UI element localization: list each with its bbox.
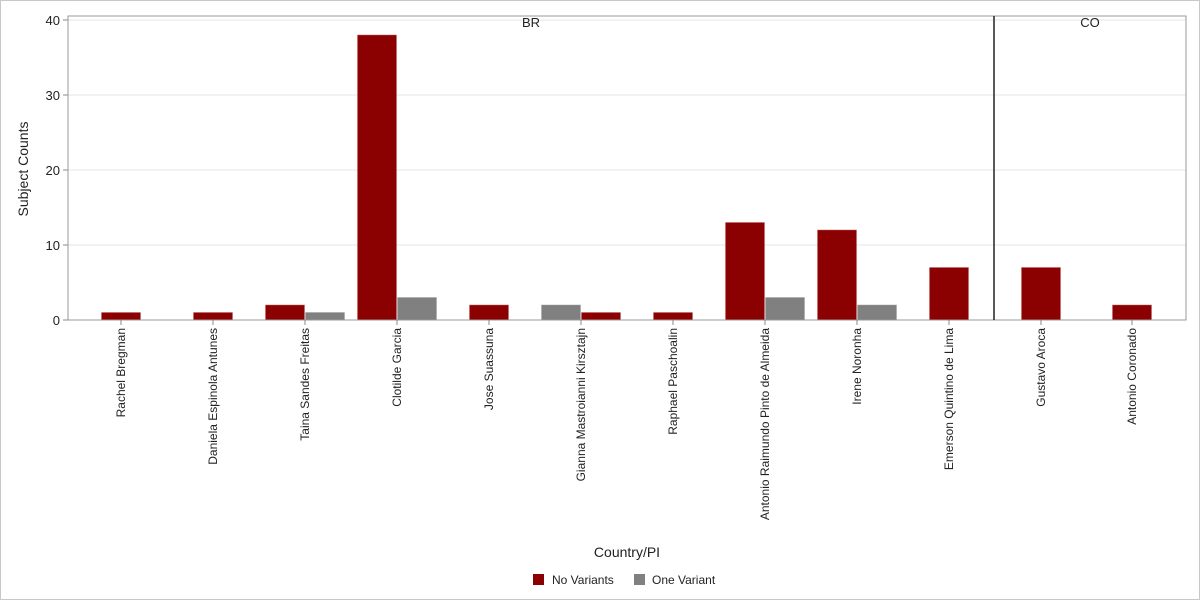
y-axis-label: Subject Counts: [15, 122, 31, 217]
x-axis-label: Country/PI: [594, 544, 660, 560]
x-tick-label: Raphael Paschoalin: [666, 328, 680, 435]
panel-label-co: CO: [1080, 15, 1100, 30]
x-tick-label: Daniela Espinola Antunes: [206, 328, 220, 465]
y-tick-label: 20: [46, 163, 60, 178]
legend-swatch-one-variant: [634, 574, 645, 585]
bar-no-variants: Gustavo Aroca – No Variants: 7: [1021, 267, 1061, 321]
plot-frame: [67, 15, 1187, 321]
y-tick-label: 40: [46, 13, 60, 28]
x-tick-label: Antonio Coronado: [1125, 328, 1139, 425]
x-tick-label: Antonio Raimundo Pinto de Almeida: [758, 328, 772, 520]
bar-no-variants: Emerson Quintino de Lima – No Variants: …: [929, 267, 969, 321]
bar-no-variants: Rachel Bregman – No Variants: 1: [101, 312, 141, 321]
bar-no-variants: Antonio Coronado – No Variants: 2: [1112, 304, 1152, 321]
bar-no-variants: Clotilde Garcia – No Variants: 38: [357, 34, 397, 321]
y-tick-label: 10: [46, 238, 60, 253]
bar-no-variants: Daniela Espinola Antunes – No Variants: …: [193, 312, 233, 321]
panel-label-br: BR: [522, 15, 540, 30]
y-tick-label: 0: [53, 313, 60, 328]
bar-no-variants: Antonio Raimundo Pinto de Almeida – No V…: [725, 222, 765, 321]
x-tick-label: Rachel Bregman: [114, 328, 128, 417]
x-tick-label: Clotilde Garcia: [390, 328, 404, 407]
legend-swatch-no-variants: [533, 574, 544, 585]
bar-no-variants: Gianna Mastroianni Kirsztajn – No Varian…: [581, 312, 621, 321]
bar-no-variants: Jose Suassuna – No Variants: 2: [469, 304, 509, 321]
legend-label-one-variant: One Variant: [652, 573, 716, 587]
bar-one-variant: Taina Sandes Freitas – One Variant: 1: [305, 312, 345, 321]
y-tick-label: 30: [46, 88, 60, 103]
bar-one-variant: Antonio Raimundo Pinto de Almeida – One …: [765, 297, 805, 321]
x-tick-label: Irene Noronha: [850, 328, 864, 405]
bar-one-variant: Irene Noronha – One Variant: 2: [857, 304, 897, 321]
x-tick-label: Emerson Quintino de Lima: [942, 328, 956, 470]
bar-no-variants: Irene Noronha – No Variants: 12: [817, 229, 857, 321]
x-tick-label: Taina Sandes Freitas: [298, 328, 312, 441]
x-tick-label: Gianna Mastroianni Kirsztajn: [574, 328, 588, 481]
bar-no-variants: Raphael Paschoalin – No Variants: 1: [653, 312, 693, 321]
legend: No Variants One Variant: [533, 573, 716, 587]
legend-label-no-variants: No Variants: [552, 573, 614, 587]
bar-no-variants: Taina Sandes Freitas – No Variants: 2: [265, 304, 305, 321]
x-tick-label: Jose Suassuna: [482, 328, 496, 410]
bar-one-variant: Gianna Mastroianni Kirsztajn – One Varia…: [541, 304, 581, 321]
x-tick-label: Gustavo Aroca: [1034, 328, 1048, 407]
bar-one-variant: Clotilde Garcia – One Variant: 3: [397, 297, 437, 321]
